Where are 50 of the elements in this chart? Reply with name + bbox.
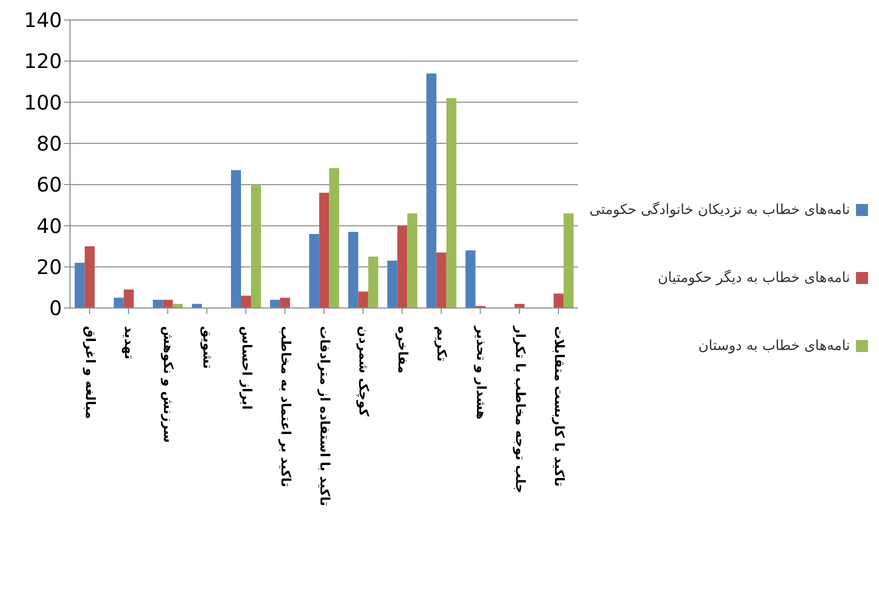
y-tick-label: 40 — [36, 214, 62, 238]
x-tick-label: ابراز احساس — [238, 326, 254, 410]
y-tick-label: 140 — [24, 8, 62, 32]
bar — [329, 168, 340, 308]
x-tick-label: تاکید بر اعتماد به مخاطب — [277, 326, 292, 488]
legend-label: نامه‌های خطاب به نزدیکان خانوادگی حکومتی — [589, 200, 850, 220]
bar — [270, 300, 280, 308]
bar — [397, 226, 408, 308]
bar — [358, 292, 368, 308]
bar — [280, 298, 290, 308]
x-tick-label: تشویق — [199, 326, 214, 369]
y-tick-label: 60 — [36, 172, 62, 197]
bar — [230, 170, 241, 308]
bar — [124, 289, 134, 308]
bar — [309, 234, 320, 308]
y-tick-label: 80 — [36, 132, 62, 156]
bar — [152, 300, 163, 308]
y-tick-label: 120 — [24, 49, 62, 74]
bar — [436, 252, 446, 308]
x-tick-label: مبالغه و اغراق — [82, 326, 98, 419]
bar — [84, 246, 95, 308]
bar — [162, 300, 173, 308]
bar — [74, 262, 85, 308]
bar — [250, 184, 261, 308]
x-tick-label: مفاخره — [394, 326, 410, 374]
legend-label: نامه‌های خطاب به دوستان — [698, 337, 850, 356]
y-tick-label: 20 — [36, 254, 62, 279]
bar — [114, 298, 124, 308]
bar — [407, 213, 418, 308]
x-tick-label: تکریم — [434, 326, 449, 362]
y-tick-label: 100 — [24, 90, 62, 114]
bar — [348, 232, 358, 308]
bar — [554, 294, 564, 308]
bar — [240, 296, 251, 308]
x-tick-label: تاکید با کاربست متقابلات — [550, 326, 566, 487]
x-tick-label: جلب توجه مخاطب با تکرار — [512, 325, 527, 494]
legend-label: نامه‌های خطاب به دیگر حکومتیان — [658, 268, 850, 288]
bar — [564, 213, 574, 308]
x-tick-label: کوچک شمردن — [356, 326, 371, 417]
bar — [465, 250, 476, 308]
bar — [387, 260, 398, 308]
x-tick-label: سرزنش و نکوهش — [160, 326, 176, 443]
x-tick-label: تاکید با استفاده از مترادفات — [316, 326, 332, 506]
bar — [446, 98, 456, 308]
bar — [426, 73, 436, 308]
x-tick-label: هشدار و تحذیر — [472, 325, 488, 420]
bar — [319, 192, 330, 308]
x-tick-label: تهدید — [121, 326, 136, 360]
y-tick-label: 0 — [49, 296, 62, 320]
bar — [368, 256, 378, 308]
